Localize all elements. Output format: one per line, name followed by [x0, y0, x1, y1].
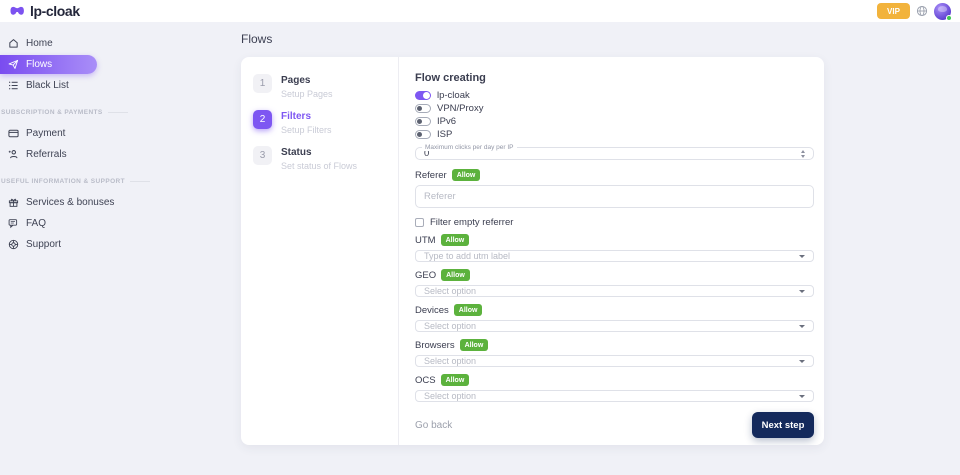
allow-badge: Allow: [440, 374, 470, 386]
toggle-switch-off[interactable]: [415, 116, 431, 126]
chevron-down-icon: [799, 394, 805, 398]
sidebar-item-label: Referrals: [26, 149, 67, 160]
sidebar-item-services-bonuses[interactable]: Services & bonuses: [0, 192, 240, 213]
max-clicks-value: 0: [424, 148, 430, 159]
max-clicks-input[interactable]: Maximum clicks per day per IP 0: [415, 144, 814, 160]
step-status[interactable]: 3 Status Set status of Flows: [253, 146, 386, 171]
sidebar-item-faq[interactable]: FAQ: [0, 213, 240, 234]
ocs-label-row: OCS Allow: [415, 374, 814, 386]
geo-label-row: GEO Allow: [415, 269, 814, 281]
sidebar-section-title: USEFUL INFORMATION & SUPPORT: [1, 178, 240, 185]
browsers-label-row: Browsers Allow: [415, 339, 814, 351]
page-title: Flows: [241, 32, 273, 46]
step-number: 2: [253, 110, 272, 129]
chevron-down-icon: [799, 324, 805, 328]
toggle-switch-on[interactable]: [415, 90, 431, 100]
avatar[interactable]: [934, 2, 952, 21]
sidebar-item-support[interactable]: Support: [0, 234, 240, 255]
toggle-lp-cloak[interactable]: lp-cloak: [415, 90, 814, 101]
filters-form: Flow creating lp-cloak VPN/Proxy IPv6 IS…: [399, 57, 824, 445]
sidebar-item-label: Home: [26, 38, 53, 49]
sidebar-item-label: Support: [26, 239, 62, 250]
step-number: 1: [253, 74, 272, 93]
payment-icon: [8, 129, 19, 138]
app-logo: lp-cloak: [9, 3, 80, 19]
referer-label-row: Referer Allow: [415, 169, 814, 181]
support-icon: [8, 239, 19, 250]
checkbox[interactable]: [415, 218, 424, 227]
chevron-down-icon: [799, 289, 805, 293]
referrals-icon: [8, 150, 18, 159]
allow-badge: Allow: [440, 234, 470, 246]
next-step-button[interactable]: Next step: [752, 412, 814, 438]
toggle-switch-off[interactable]: [415, 103, 431, 113]
gift-icon: [8, 198, 19, 207]
devices-select[interactable]: Select option: [415, 320, 814, 332]
browsers-select[interactable]: Select option: [415, 355, 814, 367]
sidebar: Home Flows Black List SUBSCRIPTION & PAY…: [0, 22, 240, 475]
step-filters[interactable]: 2 Filters Setup Filters: [253, 110, 386, 135]
allow-badge: Allow: [441, 269, 470, 281]
step-subtitle: Set status of Flows: [281, 161, 358, 171]
chevron-down-icon: [799, 359, 805, 363]
toggle-switch-off[interactable]: [415, 129, 431, 139]
black-list-icon: [9, 81, 18, 90]
geo-select[interactable]: Select option: [415, 285, 814, 297]
flows-icon: [8, 59, 19, 69]
step-number: 3: [253, 146, 272, 165]
sidebar-item-payment[interactable]: Payment: [0, 123, 240, 144]
sidebar-item-referrals[interactable]: Referrals: [0, 144, 240, 165]
step-title: Pages: [281, 75, 311, 86]
stepper: 1 Pages Setup Pages 2 Filters Setup Filt…: [241, 57, 399, 445]
go-back-link[interactable]: Go back: [415, 419, 453, 431]
ocs-select[interactable]: Select option: [415, 390, 814, 402]
vip-button[interactable]: VIP: [877, 3, 910, 19]
globe-icon[interactable]: [916, 5, 928, 17]
referer-input[interactable]: Referer: [415, 185, 814, 208]
filter-empty-referrer-checkbox-row[interactable]: Filter empty referrer: [415, 217, 814, 228]
sidebar-item-label: Black List: [26, 80, 69, 91]
number-stepper[interactable]: [801, 149, 805, 158]
sidebar-item-label: Services & bonuses: [26, 197, 115, 208]
sidebar-item-flows[interactable]: Flows: [0, 55, 97, 74]
step-subtitle: Setup Pages: [281, 89, 333, 99]
sidebar-item-home[interactable]: Home: [0, 33, 240, 54]
step-subtitle: Setup Filters: [281, 125, 332, 135]
devices-label-row: Devices Allow: [415, 304, 814, 316]
sidebar-item-black-list[interactable]: Black List: [0, 75, 240, 96]
step-up-icon[interactable]: [801, 149, 805, 153]
step-title: Status: [281, 147, 312, 158]
utm-select[interactable]: Type to add utm label: [415, 250, 814, 262]
flow-creating-card: 1 Pages Setup Pages 2 Filters Setup Filt…: [241, 57, 824, 445]
main-content: Flows 1 Pages Setup Pages 2 Filters Setu…: [240, 22, 960, 475]
toggle-vpn-proxy[interactable]: VPN/Proxy: [415, 103, 814, 114]
home-icon: [9, 39, 18, 48]
form-heading: Flow creating: [415, 72, 486, 84]
allow-badge: Allow: [451, 169, 481, 181]
allow-badge: Allow: [459, 339, 489, 351]
max-clicks-label: Maximum clicks per day per IP: [422, 144, 517, 151]
logo-text: lp-cloak: [30, 3, 80, 19]
utm-label-row: UTM Allow: [415, 234, 814, 246]
chevron-down-icon: [799, 254, 805, 258]
online-status-dot: [946, 14, 952, 21]
sidebar-item-label: FAQ: [26, 218, 47, 229]
allow-badge: Allow: [453, 304, 483, 316]
form-footer: Go back Next step: [415, 406, 814, 438]
mask-logo-icon: [10, 6, 24, 15]
faq-icon: [8, 219, 18, 229]
toggle-isp[interactable]: ISP: [415, 129, 814, 140]
sidebar-item-label: Payment: [26, 128, 66, 139]
step-pages[interactable]: 1 Pages Setup Pages: [253, 74, 386, 99]
step-down-icon[interactable]: [801, 154, 805, 158]
sidebar-item-label: Flows: [26, 59, 53, 70]
step-title: Filters: [281, 111, 312, 122]
top-bar: lp-cloak VIP: [0, 0, 960, 22]
sidebar-section-title: SUBSCRIPTION & PAYMENTS: [1, 109, 240, 116]
toggle-ipv6[interactable]: IPv6: [415, 116, 814, 127]
